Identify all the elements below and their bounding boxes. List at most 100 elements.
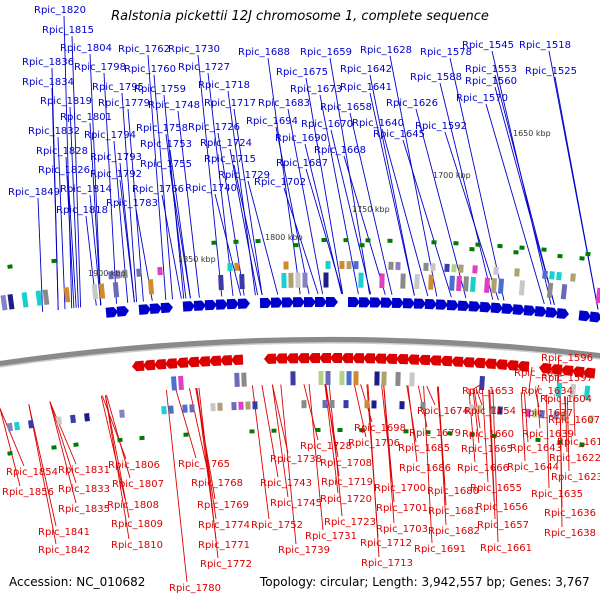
cog-block <box>518 280 526 296</box>
scale-tick-label: 1850 kbp <box>178 255 216 264</box>
cog-block <box>431 240 437 245</box>
forward-gene-arrow <box>479 301 492 313</box>
cog-block <box>409 372 415 387</box>
forward-gene-label: Rpic_1798 <box>74 62 126 73</box>
reverse-gene-label: Rpic_1765 <box>178 459 230 470</box>
cog-block <box>453 241 459 246</box>
reverse-gene-arrow <box>330 352 343 364</box>
cog-block <box>7 451 13 456</box>
cog-block <box>519 245 525 250</box>
cog-block <box>136 268 142 277</box>
reverse-gene-label: Rpic_1771 <box>198 540 250 551</box>
forward-gene-arrow <box>512 304 525 315</box>
forward-gene-label: Rpic_1717 <box>204 98 256 109</box>
forward-gene-label: Rpic_1687 <box>276 158 328 169</box>
forward-gene-label: Rpic_1659 <box>300 47 352 58</box>
cog-block <box>239 274 245 290</box>
reverse-gene-label: Rpic_1604 <box>540 394 592 405</box>
cog-block <box>21 292 29 308</box>
leader-line <box>283 187 319 295</box>
feature-tracks <box>0 237 600 456</box>
leader-line <box>367 384 380 558</box>
reverse-gene-arrow <box>341 353 354 364</box>
cog-block <box>395 261 401 271</box>
cog-block <box>157 266 163 276</box>
cog-block <box>359 243 365 248</box>
cog-block <box>108 270 114 280</box>
cog-block <box>98 283 106 299</box>
reverse-gene-label: Rpic_1655 <box>470 483 522 494</box>
cog-block <box>475 242 481 247</box>
forward-gene-label: Rpic_1694 <box>246 116 298 127</box>
leader-line <box>369 74 415 296</box>
leader-line <box>383 384 395 524</box>
leader-line <box>103 72 117 304</box>
cog-block <box>553 411 559 420</box>
cog-block <box>491 433 497 439</box>
cog-block <box>569 383 577 399</box>
forward-gene-arrow <box>468 301 481 312</box>
reverse-gene-label: Rpic_1841 <box>38 527 90 538</box>
leader-line <box>104 395 130 540</box>
cog-block <box>161 406 167 415</box>
cog-block <box>542 270 548 280</box>
reverse-gene-arrow <box>176 357 189 368</box>
leader-line <box>305 168 344 295</box>
cog-block <box>323 272 329 288</box>
leader-line <box>49 401 77 504</box>
leader-line <box>169 149 191 299</box>
reverse-gene-label: Rpic_1723 <box>324 517 376 528</box>
forward-gene-label: Rpic_1626 <box>386 98 438 109</box>
forward-gene-arrow <box>369 297 382 308</box>
reverse-gene-arrow <box>187 356 200 368</box>
cog-block <box>365 238 371 243</box>
cog-block <box>325 370 331 386</box>
cog-block <box>343 238 349 243</box>
leader-line <box>57 136 66 310</box>
scale-tick-label: 1750 kbp <box>352 205 390 214</box>
cog-block <box>535 437 541 443</box>
cog-block <box>295 272 301 288</box>
leader-line <box>69 106 79 308</box>
leader-line <box>100 395 126 500</box>
reverse-gene-label: Rpic_1607 <box>548 415 600 426</box>
cog-block <box>245 401 251 410</box>
forward-gene-label: Rpic_1560 <box>465 76 517 87</box>
reverse-gene-label: Rpic_1713 <box>361 558 413 569</box>
cog-block <box>321 237 327 243</box>
cog-block <box>425 430 431 435</box>
leader-line <box>280 384 297 545</box>
cog-block <box>288 272 294 288</box>
reverse-gene-label: Rpic_1622 <box>549 453 600 464</box>
leader-line <box>564 396 568 453</box>
forward-gene-label: Rpic_1724 <box>200 138 252 149</box>
forward-gene-arrow <box>446 299 459 311</box>
reverse-gene-label: Rpic_1617 <box>557 437 600 448</box>
reverse-gene-label: Rpic_1703 <box>376 524 428 535</box>
leader-line <box>444 131 499 301</box>
forward-gene-label: Rpic_1779 <box>98 98 150 109</box>
reverse-gene-label: Rpic_1768 <box>191 478 243 489</box>
reverse-gene-arrow <box>561 365 574 376</box>
reverse-gene-label: Rpic_1639 <box>522 429 574 440</box>
forward-gene-arrow <box>380 297 393 308</box>
cog-block <box>420 401 426 411</box>
reverse-gene-arrow <box>462 357 475 368</box>
backbone-ring <box>0 337 600 367</box>
forward-gene-label: Rpic_1553 <box>465 64 517 75</box>
reverse-gene-arrow <box>429 355 442 366</box>
leader-line <box>426 385 436 406</box>
cog-block <box>339 260 345 270</box>
cog-block <box>449 275 455 291</box>
leader-line <box>71 35 82 308</box>
forward-gene-arrow <box>391 297 404 309</box>
reverse-gene-label: Rpic_1681 <box>428 506 480 517</box>
cog-block <box>456 275 462 292</box>
forward-gene-arrow <box>138 304 151 315</box>
leader-line <box>381 128 429 297</box>
reverse-gene-arrow <box>220 355 233 366</box>
forward-gene-label: Rpic_1675 <box>276 67 328 78</box>
forward-gene-label: Rpic_1758 <box>136 123 188 134</box>
reverse-gene-arrow <box>506 360 519 371</box>
